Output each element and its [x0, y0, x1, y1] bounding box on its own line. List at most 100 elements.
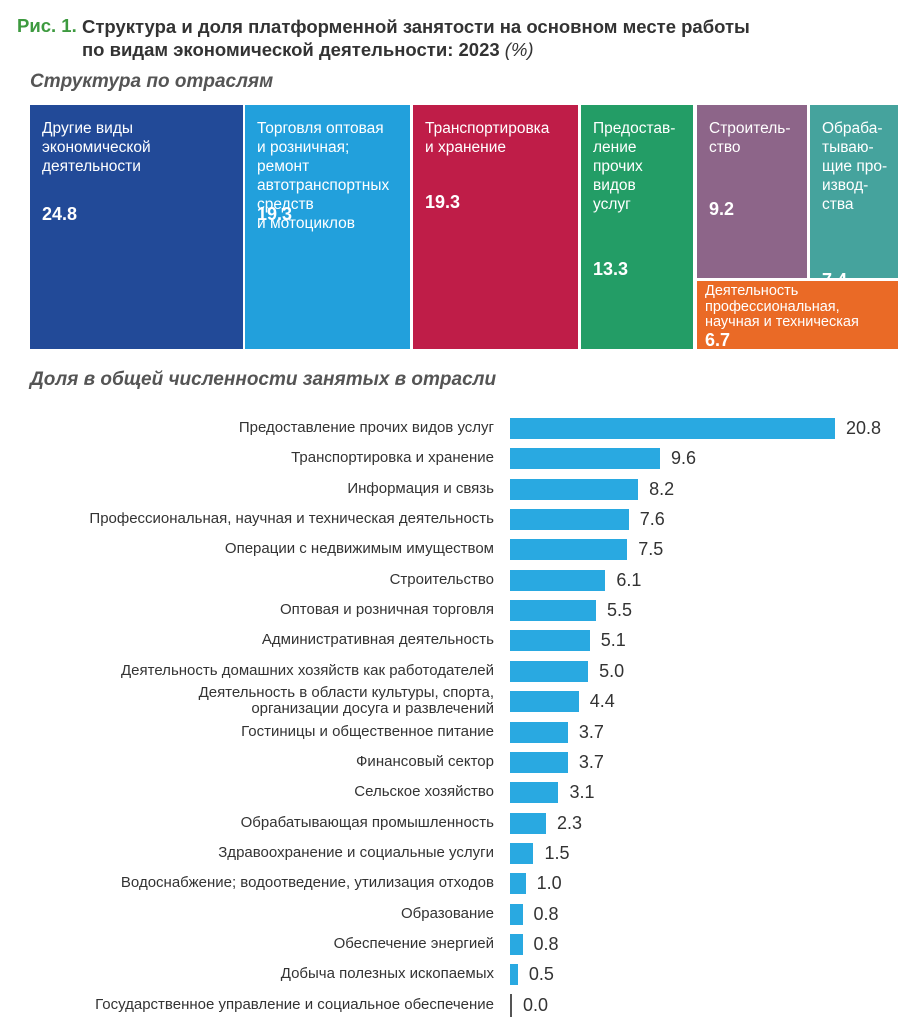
bar — [510, 539, 628, 560]
bar-value-label: 0.5 — [528, 963, 554, 984]
treemap-tile: Деятельность профессиональная, научная и т… — [697, 281, 898, 349]
bar-category-label-line: Обеспечение энергией — [333, 935, 494, 952]
bar-value-label: 0.0 — [523, 994, 549, 1015]
treemap-tile-label: ства — [822, 196, 854, 213]
treemap-tile-label: прочих — [593, 158, 643, 175]
bar-category-label: Деятельность в области культуры, спорта,… — [198, 684, 494, 717]
share-section-title: Доля в общей численности занятых в отрас… — [30, 369, 497, 390]
treemap-tile-label: услуг — [593, 196, 631, 213]
bar-category-label-line: Деятельность в области культуры, спорта, — [198, 684, 494, 701]
bar-category-label: Операции с недвижимым имуществом — [225, 534, 494, 564]
bar — [510, 479, 639, 500]
treemap-tile-label: ство — [709, 139, 741, 156]
bar-category-label-line: Обрабатывающая промышленность — [240, 814, 494, 831]
bar-category-label: Образование — [401, 899, 494, 929]
bar-category-label: Предоставление прочих видов услуг — [239, 413, 494, 443]
treemap-tile-value: 19.3 — [425, 192, 461, 212]
bar-row: Гостиницы и общественное питание 3.7 — [0, 717, 906, 747]
bar-category-label: Водоснабжение; водоотведение, утилизация… — [121, 868, 494, 898]
treemap-tile-label: Обраба- — [822, 120, 883, 137]
treemap-tile-label: профессиональная, — [705, 298, 840, 315]
bar-row: Государственное управление и социальное … — [0, 990, 906, 1020]
bar — [510, 934, 523, 955]
bar-row: Добыча полезных ископаемых 0.5 — [0, 959, 906, 989]
treemap-tile-label: и мотоциклов — [257, 215, 356, 232]
bar-row: Профессиональная, научная и техническая … — [0, 504, 906, 534]
bar-row: Деятельность домашних хозяйств как работ… — [0, 656, 906, 686]
bar — [510, 843, 534, 864]
figure-title-line1: Структура и доля платформенной занятости… — [82, 16, 750, 37]
bar-value-label: 4.4 — [589, 690, 615, 711]
bar-category-label: Здравоохранение и социальные услуги — [218, 838, 494, 868]
treemap-tile: Транспортировка и хранение 19.3 — [413, 105, 578, 349]
treemap-tile-value: 6.7 — [705, 329, 731, 349]
bar-category-label-line: Оптовая и розничная торговля — [280, 601, 494, 618]
treemap-tile-label: Транспортировка — [425, 120, 550, 137]
bar-category-label-line: Операции с недвижимым имуществом — [224, 540, 494, 557]
bar-category-label-line: Деятельность домашних хозяйств как работ… — [121, 662, 494, 679]
bar-row: Транспортировка и хранение 9.6 — [0, 443, 906, 473]
treemap-tile: Другие виды экономической деятельности 24.8 — [30, 105, 243, 349]
bar-category-label: Финансовый сектор — [356, 747, 494, 777]
treemap-tile-label: Торговля оптовая — [257, 120, 384, 137]
treemap-tile-label: научная и техническая — [705, 314, 859, 330]
treemap-tile: Строитель-ство 9.2 — [697, 105, 807, 278]
bar-category-label-line: Сельское хозяйство — [354, 783, 494, 800]
bar-category-label: Административная деятельность — [262, 625, 494, 655]
bar — [510, 873, 526, 894]
bar-value-label: 3.7 — [578, 751, 604, 772]
bar-value-label: 3.1 — [569, 781, 595, 802]
bar — [510, 722, 568, 743]
bar-row: Обрабатывающая промышленность 2.3 — [0, 808, 906, 838]
bar-category-label-line: Информация и связь — [347, 480, 494, 497]
bar-category-label: Профессиональная, научная и техническая … — [89, 504, 494, 534]
bar-row: Сельское хозяйство 3.1 — [0, 777, 906, 807]
figure-unit: (%) — [504, 39, 534, 60]
bar — [510, 691, 579, 712]
share-bar-chart: Предоставление прочих видов услуг 20.8 Тра… — [0, 410, 906, 1024]
bar-value-label: 1.5 — [544, 842, 570, 863]
bar-category-label-line: Водоснабжение; водоотведение, утилизация… — [120, 874, 494, 891]
bar-row: Водоснабжение; водоотведение, утилизация… — [0, 868, 906, 898]
bar-row: Административная деятельность 5.1 — [0, 625, 906, 655]
bar — [510, 448, 660, 469]
treemap-tile-label: экономической — [42, 139, 151, 156]
bar-category-label: Информация и связь — [347, 474, 494, 504]
bar-value-label: 9.6 — [671, 447, 697, 468]
bar-value-label: 7.6 — [639, 508, 665, 529]
treemap-tile-label: щие про- — [822, 158, 888, 175]
treemap-tile-label: ремонт — [257, 158, 310, 175]
treemap-tile-label: Деятельность — [705, 283, 799, 299]
treemap-tile-label: видов — [593, 177, 636, 194]
treemap-tile-label: извод- — [822, 177, 869, 194]
bar — [510, 630, 590, 651]
treemap-tile-label: тываю- — [822, 139, 874, 156]
bar-row: Здравоохранение и социальные услуги 1.5 — [0, 838, 906, 868]
bar-category-label: Строительство — [390, 565, 494, 595]
treemap-tile-label: и розничная; — [257, 139, 350, 156]
treemap-tile: Обраба-тываю-щие про-извод-ства 7.4 — [810, 105, 898, 278]
bar — [510, 418, 835, 439]
bar — [510, 600, 596, 621]
bar — [510, 964, 518, 985]
bar-row: Информация и связь 8.2 — [0, 474, 906, 504]
bar-category-label-line: Предоставление прочих видов услуг — [238, 419, 494, 436]
bar-category-label-line: Транспортировка и хранение — [291, 449, 494, 466]
structure-section-title: Структура по отраслям — [30, 71, 274, 92]
bar-category-label: Обеспечение энергией — [334, 929, 494, 959]
bar-value-label: 8.2 — [649, 478, 675, 499]
bar-value-label: 3.7 — [578, 721, 604, 742]
bar-category-label-line: Финансовый сектор — [356, 753, 494, 770]
treemap-tile-value: 7.4 — [822, 269, 890, 278]
bar-category-label: Транспортировка и хранение — [291, 443, 494, 473]
bar — [510, 752, 568, 773]
bar-value-label: 20.8 — [846, 417, 882, 438]
bar-row: Обеспечение энергией 0.8 — [0, 929, 906, 959]
bar-category-label: Гостиницы и общественное питание — [241, 717, 494, 747]
treemap-tile-label: средств — [257, 196, 314, 213]
bar-category-label-line: Государственное управление и социальное … — [95, 996, 494, 1013]
treemap-tile-label: деятельности — [42, 158, 141, 175]
treemap-chart: Другие виды экономической деятельности 24.8… — [0, 0, 906, 360]
bar-category-label-line: организации досуга и развлечений — [251, 700, 494, 717]
bar-row: Предоставление прочих видов услуг 20.8 — [0, 413, 906, 443]
